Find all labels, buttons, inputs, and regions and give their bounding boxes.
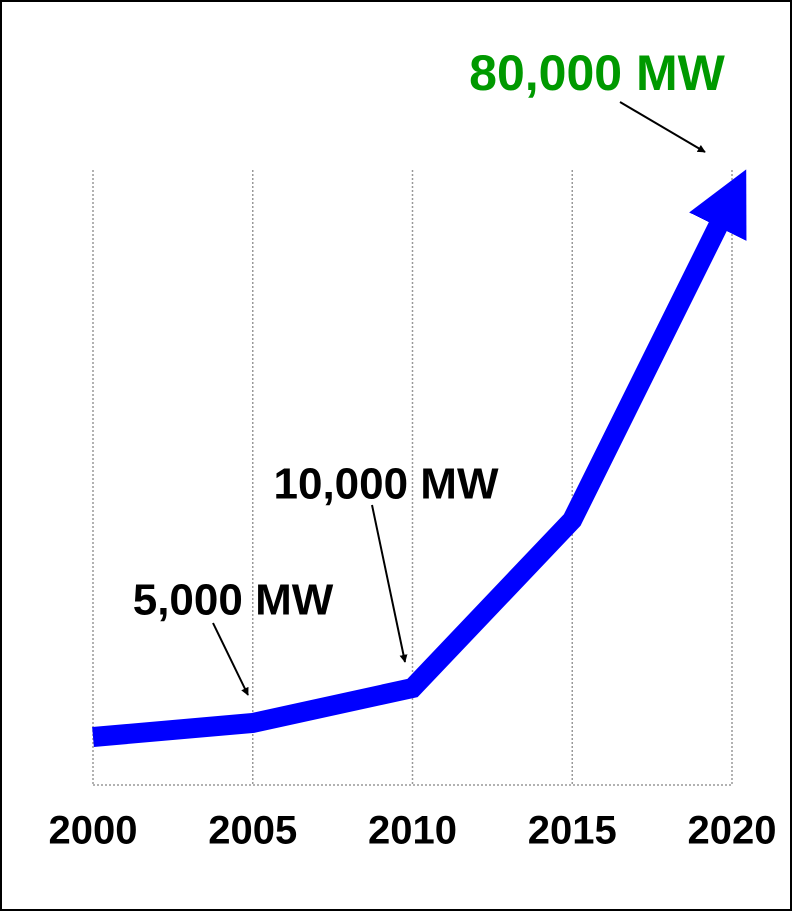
label-arrow [212,622,249,696]
value-label: 80,000 MW [469,45,725,101]
x-tick-label: 2000 [49,809,138,853]
value-label: 5,000 MW [133,576,334,625]
label-arrow [619,101,706,153]
data-line [92,169,747,747]
x-tick-label: 2015 [528,809,617,853]
x-tick-label: 2010 [368,809,457,853]
x-tick-label: 2005 [208,809,297,853]
x-tick-label: 2020 [688,809,777,853]
label-arrow [371,504,408,663]
value-label: 10,000 MW [274,460,499,509]
